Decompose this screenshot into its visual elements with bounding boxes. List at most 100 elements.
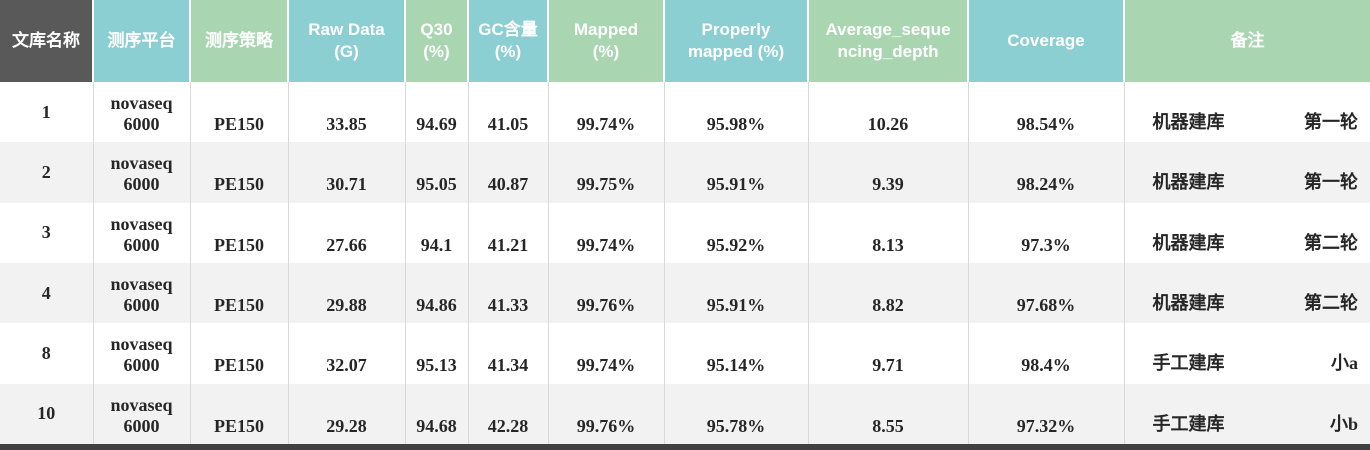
cell-raw_data: 32.07 (288, 323, 406, 384)
column-header-remark: 备注 (1124, 0, 1370, 82)
cell-gc: 41.21 (468, 202, 549, 263)
cell-mapped: 99.74% (548, 323, 665, 384)
column-header-coverage: Coverage (968, 0, 1125, 82)
cell-avg_depth: 8.55 (808, 383, 969, 444)
cell-properly_mapped: 95.78% (664, 383, 809, 444)
cell-strategy: PE150 (190, 323, 289, 384)
cell-gc: 40.87 (468, 142, 549, 203)
cell-properly_mapped: 95.92% (664, 202, 809, 263)
cell-q30: 94.1 (405, 202, 469, 263)
column-header-properly_mapped: Properly mapped (%) (664, 0, 809, 82)
cell-strategy: PE150 (190, 202, 289, 263)
remark-batch: 小b (1329, 413, 1358, 434)
cell-mapped: 99.74% (548, 202, 665, 263)
remark-method: 机器建库 (1152, 112, 1225, 133)
table-bottom-border (0, 444, 1370, 450)
cell-coverage: 98.54% (968, 82, 1125, 143)
cell-q30: 94.68 (405, 383, 469, 444)
cell-gc: 41.05 (468, 82, 549, 143)
cell-q30: 95.05 (405, 142, 469, 203)
cell-library: 1 (0, 82, 94, 143)
table-header: 文库名称 测序平台 测序策略 Raw Data (G) Q30 (%) GC含量 (%) M… (0, 0, 1370, 82)
remark-method: 机器建库 (1152, 293, 1225, 314)
remark-batch: 第一轮 (1304, 172, 1358, 193)
cell-strategy: PE150 (190, 142, 289, 203)
cell-avg_depth: 10.26 (808, 82, 969, 143)
remark-method: 手工建库 (1152, 413, 1225, 434)
cell-remark: 手工建库 小b (1124, 384, 1370, 444)
cell-properly_mapped: 95.91% (664, 262, 809, 324)
cell-remark: 机器建库 第一轮 (1124, 142, 1370, 202)
cell-platform: novaseq 6000 (93, 202, 191, 263)
cell-gc: 41.33 (468, 262, 549, 324)
table-body: 1 novaseq 6000 PE150 33.85 94.69 41.05 99.74% 9… (0, 82, 1370, 444)
cell-avg_depth: 9.39 (808, 142, 969, 203)
cell-platform: novaseq 6000 (93, 142, 191, 203)
cell-properly_mapped: 95.91% (664, 142, 809, 203)
cell-mapped: 99.76% (548, 383, 665, 444)
cell-coverage: 98.4% (968, 323, 1125, 384)
cell-library: 2 (0, 142, 94, 203)
cell-q30: 94.86 (405, 262, 469, 324)
column-header-q30: Q30 (%) (405, 0, 469, 82)
table-row: 4 novaseq 6000 PE150 29.88 94.86 41.33 99.76% 9… (0, 262, 1370, 324)
remark-wrap: 机器建库 第二轮 (1125, 233, 1370, 254)
cell-remark: 机器建库 第一轮 (1124, 82, 1370, 142)
remark-wrap: 机器建库 第一轮 (1125, 112, 1370, 133)
cell-q30: 95.13 (405, 323, 469, 384)
cell-strategy: PE150 (190, 383, 289, 444)
cell-remark: 机器建库 第二轮 (1124, 263, 1370, 323)
remark-batch: 第一轮 (1304, 112, 1358, 133)
table-row: 8 novaseq 6000 PE150 32.07 95.13 41.34 99.74% 9… (0, 323, 1370, 384)
cell-library: 4 (0, 262, 94, 324)
remark-method: 机器建库 (1152, 232, 1225, 253)
table-row: 3 novaseq 6000 PE150 27.66 94.1 41.21 99.74% 95… (0, 202, 1370, 263)
cell-avg_depth: 8.13 (808, 202, 969, 263)
cell-platform: novaseq 6000 (93, 262, 191, 324)
cell-q30: 94.69 (405, 82, 469, 143)
cell-coverage: 98.24% (968, 142, 1125, 203)
remark-method: 机器建库 (1152, 172, 1225, 193)
cell-avg_depth: 9.71 (808, 323, 969, 384)
cell-raw_data: 29.88 (288, 262, 406, 324)
cell-avg_depth: 8.82 (808, 262, 969, 324)
column-header-strategy: 测序策略 (190, 0, 289, 82)
cell-library: 10 (0, 383, 94, 444)
remark-wrap: 手工建库 小a (1125, 353, 1370, 374)
cell-properly_mapped: 95.98% (664, 82, 809, 143)
table-row: 1 novaseq 6000 PE150 33.85 94.69 41.05 99.74% 9… (0, 82, 1370, 143)
column-header-library: 文库名称 (0, 0, 94, 82)
cell-coverage: 97.32% (968, 383, 1125, 444)
cell-remark: 机器建库 第二轮 (1124, 203, 1370, 263)
cell-gc: 42.28 (468, 383, 549, 444)
cell-remark: 手工建库 小a (1124, 323, 1370, 383)
cell-raw_data: 29.28 (288, 383, 406, 444)
remark-batch: 小a (1331, 353, 1358, 374)
cell-library: 8 (0, 323, 94, 384)
column-header-avg_depth: Average_seque ncing_depth (808, 0, 969, 82)
cell-mapped: 99.76% (548, 262, 665, 324)
cell-library: 3 (0, 202, 94, 263)
cell-coverage: 97.68% (968, 262, 1125, 324)
cell-mapped: 99.74% (548, 82, 665, 143)
table-row: 10 novaseq 6000 PE150 29.28 94.68 42.28 99.76%… (0, 383, 1370, 444)
column-header-platform: 测序平台 (93, 0, 191, 82)
cell-properly_mapped: 95.14% (664, 323, 809, 384)
remark-batch: 第二轮 (1304, 232, 1358, 253)
cell-strategy: PE150 (190, 262, 289, 324)
table-row: 2 novaseq 6000 PE150 30.71 95.05 40.87 99.75% 9… (0, 142, 1370, 203)
cell-raw_data: 33.85 (288, 82, 406, 143)
cell-gc: 41.34 (468, 323, 549, 384)
cell-strategy: PE150 (190, 82, 289, 143)
cell-platform: novaseq 6000 (93, 383, 191, 444)
cell-mapped: 99.75% (548, 142, 665, 203)
remark-batch: 第二轮 (1304, 293, 1358, 314)
cell-raw_data: 27.66 (288, 202, 406, 263)
cell-platform: novaseq 6000 (93, 323, 191, 384)
cell-coverage: 97.3% (968, 202, 1125, 263)
column-header-mapped: Mapped (%) (548, 0, 665, 82)
header-row: 文库名称 测序平台 测序策略 Raw Data (G) Q30 (%) GC含量 (%) M… (0, 0, 1370, 82)
remark-wrap: 机器建库 第二轮 (1125, 293, 1370, 314)
